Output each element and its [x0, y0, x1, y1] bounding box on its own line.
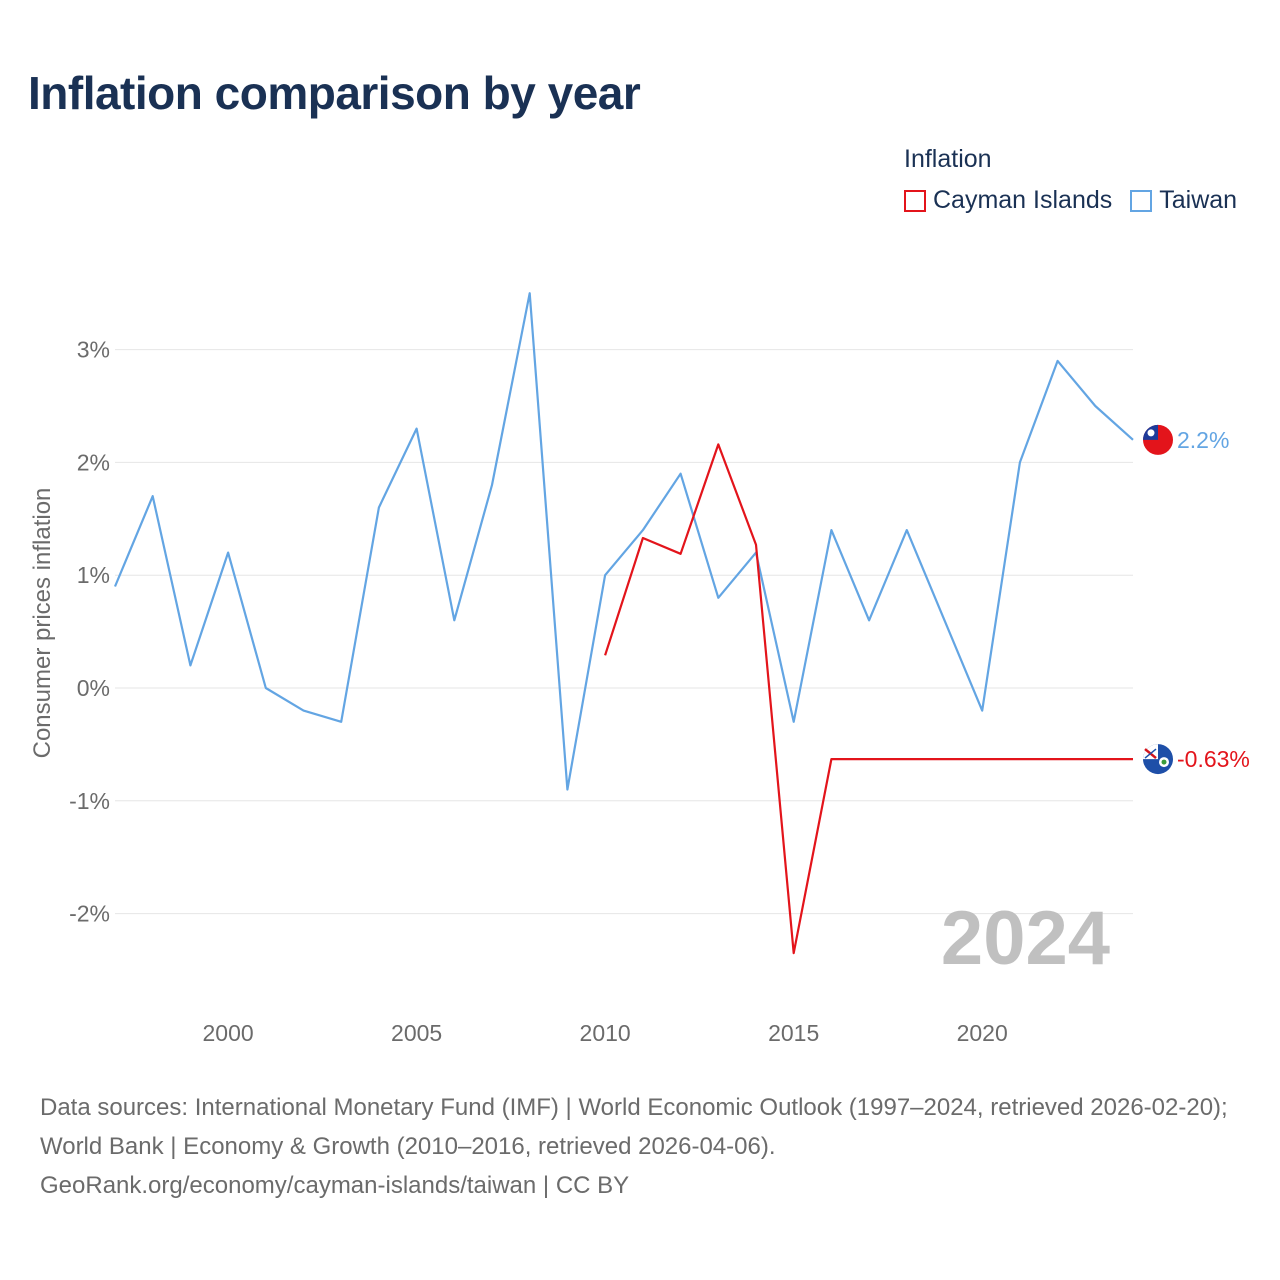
y-tick-label: -2%	[69, 901, 110, 927]
y-axis-title: Consumer prices inflation	[29, 488, 56, 759]
attribution-link[interactable]: GeoRank.org/economy/cayman-islands/taiwa…	[40, 1172, 630, 1199]
series-line-taiwan	[113, 292, 1134, 791]
legend-title: Inflation	[904, 145, 992, 173]
y-tick-label: 0%	[77, 675, 110, 701]
legend-item-cayman-islands[interactable]: Cayman Islands	[904, 186, 1112, 215]
legend-swatch-cayman-islands	[904, 189, 926, 212]
legend-label-cayman-islands: Cayman Islands	[933, 186, 1113, 214]
legend-swatch-taiwan	[1130, 189, 1153, 212]
data-sources-text: Data sources: International Monetary Fun…	[40, 1094, 1228, 1160]
y-tick-label: 2%	[77, 449, 110, 475]
series-line-cayman-islands	[604, 443, 1133, 955]
line-chart: -2% -1% 0% 1% 2% 3% 2000 2005 2010 2015 2020 Consum…	[29, 292, 1250, 1046]
y-tick-label: -1%	[69, 788, 110, 814]
footer: Data sources: International Monetary Fun…	[40, 1088, 1250, 1205]
cayman-islands-flag-icon	[1143, 744, 1173, 775]
year-watermark: 2024	[941, 896, 1110, 981]
end-label-cayman-islands: -0.63%	[1177, 746, 1250, 772]
chart-title: Inflation comparison by year	[28, 67, 641, 119]
x-tick-label: 2020	[957, 1020, 1008, 1046]
end-label-taiwan: 2.2%	[1177, 427, 1229, 453]
y-tick-label: 3%	[77, 337, 110, 363]
legend-label-taiwan: Taiwan	[1159, 186, 1238, 214]
x-tick-label: 2000	[203, 1020, 254, 1046]
y-tick-label: 1%	[77, 562, 110, 588]
legend: Cayman Islands Taiwan	[904, 186, 1237, 215]
x-tick-label: 2010	[580, 1020, 631, 1046]
legend-item-taiwan[interactable]: Taiwan	[1130, 186, 1237, 215]
x-tick-label: 2005	[391, 1020, 442, 1046]
x-tick-label: 2015	[768, 1020, 819, 1046]
taiwan-flag-icon	[1143, 424, 1173, 455]
